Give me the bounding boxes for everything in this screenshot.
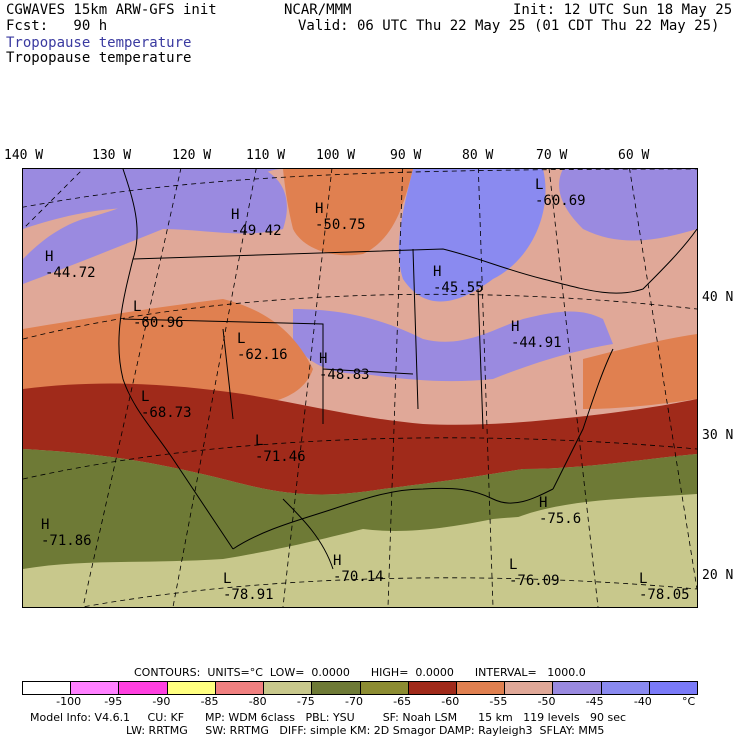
colorbar-tick-label: -80 [248, 695, 267, 708]
map-center-label: H -70.14 [333, 553, 384, 585]
colorbar-swatch [408, 682, 457, 694]
field-band [293, 309, 613, 382]
field-band [503, 494, 697, 607]
colorbar-tick-label: -50 [537, 695, 556, 708]
colorbar-swatch [601, 682, 650, 694]
init-time: Init: 12 UTC Sun 18 May 25 [513, 2, 733, 18]
map-center-label: L -68.73 [141, 389, 192, 421]
map-center-label: H -48.83 [319, 351, 370, 383]
lon-label: 80 W [462, 148, 494, 163]
coastlines [118, 169, 697, 570]
map-center-label: L -60.96 [133, 299, 184, 331]
map-center-label: H -50.75 [315, 201, 366, 233]
lat-label: 40 N [702, 290, 734, 305]
colorbar-swatch [312, 682, 361, 694]
field-band [559, 169, 697, 241]
field-band [283, 169, 413, 256]
field-band [23, 169, 287, 284]
valid-time: Valid: 06 UTC Thu 22 May 25 (01 CDT Thu … [298, 18, 720, 34]
map-center-label: H -71.86 [41, 517, 92, 549]
tropopause-temperature-map [23, 169, 697, 607]
map-center-label: H -75.6 [539, 495, 582, 527]
colorbar-tick-label: -40 [633, 695, 652, 708]
map-center-label: L -76.09 [509, 557, 560, 589]
colorbar-swatch [23, 682, 72, 694]
colorbar-swatch [360, 682, 409, 694]
lat-label: 30 N [702, 428, 734, 443]
lon-label: 100 W [316, 148, 356, 163]
field-band [398, 169, 546, 302]
colorbar-swatch [456, 682, 506, 694]
colorbar-swatch [553, 682, 602, 694]
colorbar-tick-label: -85 [200, 695, 219, 708]
lon-label: 130 W [92, 148, 132, 163]
lon-label: 140 W [4, 148, 44, 163]
map-center-label: H -45.55 [433, 264, 484, 296]
lon-label: 70 W [536, 148, 568, 163]
map-center-label: H -44.91 [511, 319, 562, 351]
field-band [23, 383, 697, 495]
map-center-label: H -44.72 [45, 249, 96, 281]
colorbar-tick-label: °C [682, 695, 696, 708]
colorbar-tick-label: -65 [393, 695, 412, 708]
colorbar-swatch [505, 682, 554, 694]
map-center-label: L -62.16 [237, 331, 288, 363]
colorbar-tick-label: -70 [345, 695, 363, 708]
lon-label: 60 W [618, 148, 650, 163]
field-subtitle: Tropopause temperature [6, 50, 192, 66]
map-center-label: H -49.42 [231, 207, 282, 239]
colorbar-swatch [71, 682, 120, 694]
field-title: Tropopause temperature [6, 35, 192, 51]
lon-label: 90 W [390, 148, 422, 163]
graticule [23, 169, 697, 607]
colorbar-tick-label: -55 [489, 695, 508, 708]
colorbar [22, 681, 698, 695]
colorbar-swatch [649, 682, 698, 694]
colorbar-tick-label: -75 [296, 695, 315, 708]
model-title: CGWAVES 15km ARW-GFS init [6, 2, 217, 18]
colorbar-swatch [167, 682, 216, 694]
model-info-line1: Model Info: V4.6.1 CU: KF MP: WDM 6class… [30, 711, 627, 724]
map-center-label: L -60.69 [535, 177, 586, 209]
colorbar-tick-label: -60 [441, 695, 460, 708]
colorbar-tick-label: -90 [152, 695, 171, 708]
forecast-hour: Fcst: 90 h [6, 18, 108, 34]
model-info-line2: LW: RRTMG SW: RRTMG DIFF: simple KM: 2D … [126, 724, 605, 737]
colorbar-tick-label: -45 [585, 695, 604, 708]
org-label: NCAR/MMM [284, 2, 352, 18]
field-band [23, 299, 313, 406]
colorbar-swatch [215, 682, 265, 694]
colorbar-tick-label: -95 [104, 695, 123, 708]
lat-label: 20 N [702, 568, 734, 583]
map-center-label: L -71.46 [255, 433, 306, 465]
map-center-label: L -78.05 [639, 571, 690, 603]
map-center-label: L -78.91 [223, 571, 274, 603]
colorbar-swatch [264, 682, 313, 694]
colorbar-swatch [119, 682, 168, 694]
map-panel: H -49.42 H -50.75 L -60.69 H -44.72 L -60.96 … [22, 168, 698, 608]
lon-label: 120 W [172, 148, 212, 163]
colorbar-tick-label: -100 [56, 695, 82, 708]
lon-label: 110 W [246, 148, 286, 163]
contours-info: CONTOURS: UNITS=°C LOW= 0.0000 HIGH= 0.0… [134, 666, 586, 679]
